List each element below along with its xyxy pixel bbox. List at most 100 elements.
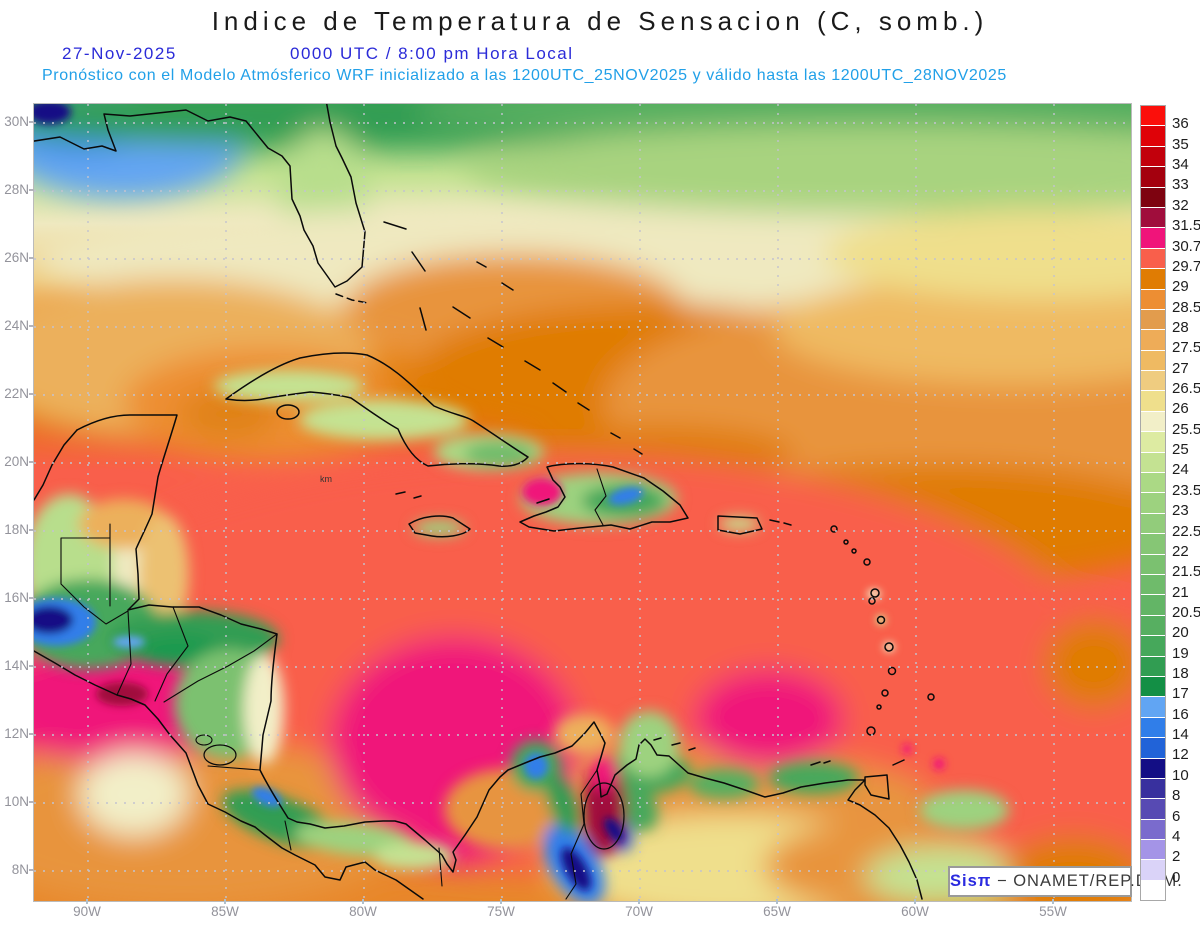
forecast-note: Pronóstico con el Modelo Atmósferico WRF… bbox=[42, 67, 1007, 84]
colorbar-tick-label: 4 bbox=[1172, 827, 1181, 845]
lat-tick-label: 12N bbox=[4, 726, 29, 741]
colorbar-cell bbox=[1141, 350, 1165, 372]
lat-tick bbox=[29, 461, 34, 463]
colorbar-tick-label: 32 bbox=[1172, 196, 1189, 214]
colorbar-cell bbox=[1141, 228, 1165, 249]
colorbar-cell bbox=[1141, 819, 1165, 841]
colorbar-cell bbox=[1141, 513, 1165, 535]
lat-tick bbox=[29, 189, 34, 191]
lat-tick bbox=[29, 801, 34, 803]
colorbar-cell bbox=[1141, 778, 1165, 800]
colorbar-cell bbox=[1141, 493, 1165, 514]
colorbar-tick-label: 16 bbox=[1172, 705, 1189, 723]
colorbar-tick-label: 27 bbox=[1172, 359, 1189, 377]
valid-datetime-line: 27-Nov-2025 0000 UTC / 8:00 pm Hora Loca… bbox=[0, 44, 1200, 66]
lon-tick bbox=[86, 899, 88, 904]
colorbar-cell bbox=[1141, 473, 1165, 494]
colorbar-cell bbox=[1141, 269, 1165, 290]
lon-tick bbox=[638, 899, 640, 904]
lesser-antilles bbox=[830, 525, 935, 736]
colorbar-cell bbox=[1141, 799, 1165, 820]
lon-tick bbox=[500, 899, 502, 904]
lon-tick bbox=[914, 899, 916, 904]
colorbar-tick-label: 26 bbox=[1172, 400, 1189, 418]
colorbar-tick-label: 23 bbox=[1172, 502, 1189, 520]
lat-tick bbox=[29, 257, 34, 259]
colorbar-tick-label: 30.7 bbox=[1172, 237, 1200, 255]
lat-tick-label: 24N bbox=[4, 318, 29, 333]
colorbar-labels: 36 35 34 33 32 31.5 30.7 29.7 29 28.5 28 27.5 27 26.5… bbox=[1172, 105, 1200, 899]
colorbar-cell bbox=[1141, 432, 1165, 453]
colorbar-cell bbox=[1141, 554, 1165, 575]
lat-tick bbox=[29, 121, 34, 123]
colorbar-tick-label: 36 bbox=[1172, 115, 1189, 133]
lon-tick bbox=[362, 899, 364, 904]
colorbar-tick-label: 26.5 bbox=[1172, 380, 1200, 398]
lon-tick-label: 70W bbox=[625, 904, 653, 919]
sea-field bbox=[34, 104, 1131, 901]
lat-tick-label: 26N bbox=[4, 250, 29, 265]
watermark-source: ONAMET/REP.DOM. bbox=[1013, 872, 1183, 890]
colorbar-tick-label: 29 bbox=[1172, 278, 1189, 296]
colorbar-cell bbox=[1141, 452, 1165, 474]
lat-tick-label: 14N bbox=[4, 658, 29, 673]
colorbar-cell bbox=[1141, 697, 1165, 718]
country-borders bbox=[60, 523, 598, 900]
watermark: Sisπ − ONAMET/REP.DOM. bbox=[948, 866, 1182, 897]
lat-tick bbox=[29, 733, 34, 735]
valid-time: 0000 UTC / 8:00 pm Hora Local bbox=[290, 44, 574, 63]
colorbar-tick-label: 35 bbox=[1172, 135, 1189, 153]
colorbar-cell bbox=[1141, 309, 1165, 331]
watermark-brand: Sisπ bbox=[950, 872, 992, 890]
colorbar-cell bbox=[1141, 534, 1165, 555]
lat-tick-label: 16N bbox=[4, 590, 29, 605]
colorbar-cell bbox=[1141, 248, 1165, 270]
lon-tick bbox=[224, 899, 226, 904]
colorbar-tick-label: 22 bbox=[1172, 542, 1189, 560]
colorbar-cell bbox=[1141, 411, 1165, 433]
colorbar-cell bbox=[1141, 289, 1165, 310]
colorbar-tick-label: 27.5 bbox=[1172, 339, 1200, 357]
colorbar-tick-label: 22.5 bbox=[1172, 522, 1200, 540]
colorbar-cell bbox=[1141, 167, 1165, 188]
lat-tick-label: 10N bbox=[4, 794, 29, 809]
lat-tick-label: 30N bbox=[4, 114, 29, 129]
colorbar-cell bbox=[1141, 880, 1165, 901]
colorbar-tick-label: 23.5 bbox=[1172, 481, 1200, 499]
colorbar-tick-label: 18 bbox=[1172, 665, 1189, 683]
colorbar-tick-label: 28 bbox=[1172, 318, 1189, 336]
colorbar-cell bbox=[1141, 207, 1165, 229]
colorbar-tick-label: 34 bbox=[1172, 156, 1189, 174]
colorbar-tick-label: 24 bbox=[1172, 461, 1189, 479]
colorbar-cell bbox=[1141, 840, 1165, 861]
km-inset-label: km bbox=[320, 474, 332, 484]
colorbar-cell bbox=[1141, 146, 1165, 168]
colorbar-tick-label: 31.5 bbox=[1172, 217, 1200, 235]
coastlines bbox=[34, 104, 935, 900]
colorbar-tick-label: 33 bbox=[1172, 176, 1189, 194]
lat-tick-label: 22N bbox=[4, 386, 29, 401]
lat-tick-label: 8N bbox=[11, 862, 29, 877]
colorbar-tick-label: 2 bbox=[1172, 848, 1181, 866]
lat-tick-label: 18N bbox=[4, 522, 29, 537]
page-title: Indice de Temperatura de Sensacion (C, s… bbox=[211, 6, 989, 36]
lat-tick-label: 28N bbox=[4, 182, 29, 197]
lon-tick-label: 55W bbox=[1039, 904, 1067, 919]
lat-tick bbox=[29, 869, 34, 871]
lon-tick bbox=[776, 899, 778, 904]
colorbar-tick-label: 10 bbox=[1172, 766, 1189, 784]
colorbar-cell bbox=[1141, 126, 1165, 147]
lon-tick-label: 65W bbox=[763, 904, 791, 919]
colorbar-cell bbox=[1141, 391, 1165, 412]
colorbar-cell bbox=[1141, 717, 1165, 739]
colorbar-tick-label: 21 bbox=[1172, 583, 1189, 601]
colorbar-tick-label: 20 bbox=[1172, 624, 1189, 642]
colorbar bbox=[1140, 105, 1166, 901]
lon-tick-label: 60W bbox=[901, 904, 929, 919]
map-plot: km Sisπ − ONAMET/REP.DOM. bbox=[33, 103, 1182, 902]
colorbar-tick-label: 19 bbox=[1172, 644, 1189, 662]
colorbar-cell bbox=[1141, 371, 1165, 392]
colorbar-cell bbox=[1141, 187, 1165, 208]
colorbar-cell bbox=[1141, 656, 1165, 677]
lat-tick bbox=[29, 597, 34, 599]
